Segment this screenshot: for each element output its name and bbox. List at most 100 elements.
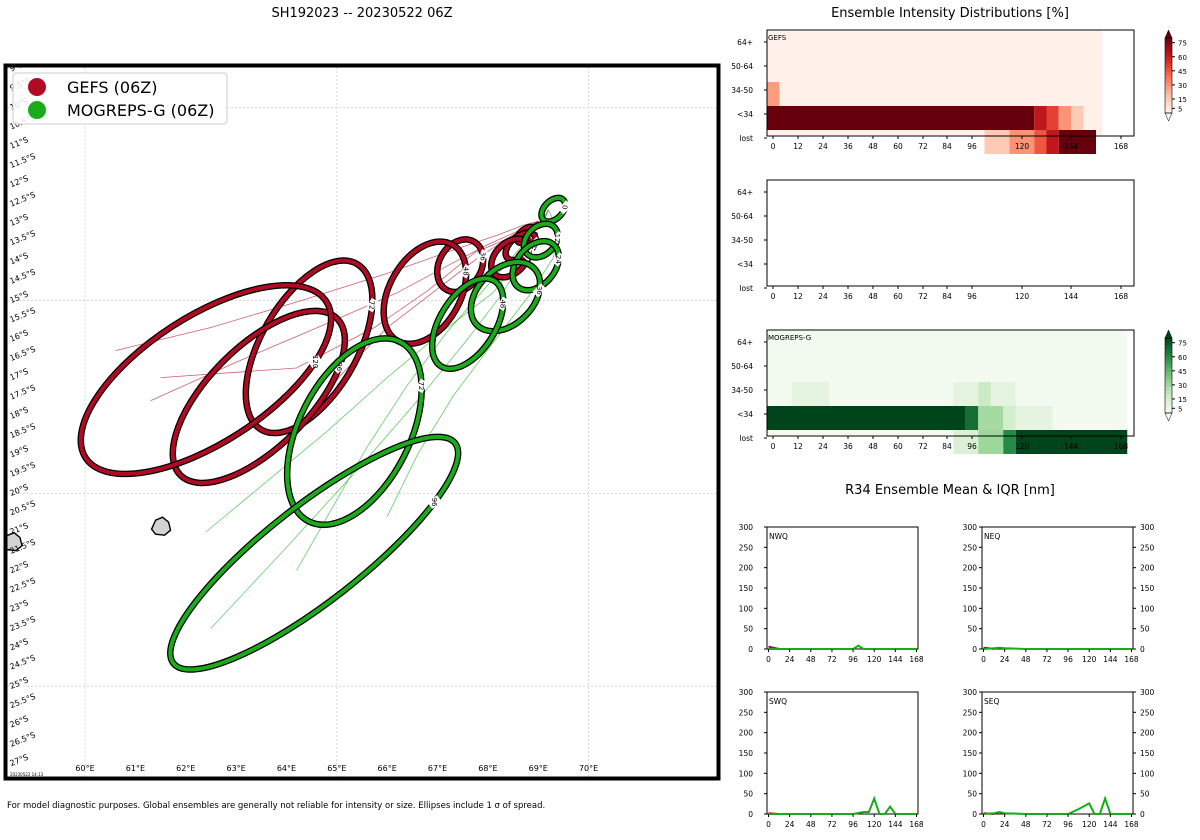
map-frame bbox=[3, 63, 721, 781]
heatmap-ytick-label: lost bbox=[739, 284, 753, 293]
r34-xtick-label: 168 bbox=[1124, 820, 1139, 829]
heatmap-xtick-label: 144 bbox=[1064, 142, 1079, 151]
heatmap-xtick-label: 72 bbox=[918, 292, 928, 301]
colorbar-segment bbox=[1165, 75, 1172, 80]
ellipse-label-bg bbox=[496, 296, 510, 311]
colorbar-segment bbox=[1165, 86, 1172, 91]
ellipse-label-bg bbox=[365, 297, 379, 313]
r34-ytick-label: 100 bbox=[739, 769, 754, 778]
heatmap-xtick-label: 48 bbox=[868, 292, 878, 301]
heatmap-ytick-label: 64+ bbox=[737, 338, 753, 347]
r34-xtick-label: 96 bbox=[1063, 820, 1073, 829]
heatmap-ytick-label: 50-64 bbox=[731, 62, 753, 71]
heatmap-xtick-label: 36 bbox=[843, 142, 853, 151]
r34-title: R34 Ensemble Mean & IQR [nm] bbox=[845, 483, 1055, 498]
ellipse-hour-label: 72 bbox=[417, 381, 425, 390]
r34-xtick-label: 120 bbox=[1082, 655, 1097, 664]
colorbar-tick-label: 30 bbox=[1178, 82, 1187, 90]
r34-xtick-label: 120 bbox=[867, 820, 882, 829]
colorbar-segment bbox=[1165, 38, 1172, 43]
heatmap-ytick-label: 64+ bbox=[737, 38, 753, 47]
r34-xtick-label: 96 bbox=[848, 655, 858, 664]
ellipse-stroke bbox=[285, 336, 424, 527]
colorbar-tick-label: 45 bbox=[1178, 368, 1187, 376]
r34-xtick-label: 144 bbox=[888, 820, 903, 829]
colorbar-segment bbox=[1165, 71, 1172, 76]
colorbar-tick-label: 5 bbox=[1178, 405, 1182, 413]
r34-ytick-label: 200 bbox=[739, 564, 754, 573]
heatmap-xtick-label: 24 bbox=[818, 292, 828, 301]
r34-panel-nwq: NWQ 0 24 48 72 96 120 144 168 0 50 100 150 200 250 300 bbox=[739, 523, 924, 664]
r34-panel-label: NEQ bbox=[984, 532, 1000, 541]
colorbar-segment bbox=[1165, 338, 1172, 343]
r34-frame bbox=[766, 691, 919, 815]
map-lat-label: 9°S bbox=[9, 60, 26, 74]
heatmap-xtick-label: 72 bbox=[918, 442, 928, 451]
colorbar-segment bbox=[1165, 83, 1172, 88]
r34-xtick-label: 48 bbox=[806, 820, 816, 829]
r34-ytick-left-label: 150 bbox=[963, 584, 978, 593]
r34-xtick-label: 144 bbox=[888, 655, 903, 664]
ellipse-stroke bbox=[539, 195, 568, 224]
heatmap-ytick-label: 34-50 bbox=[731, 86, 753, 95]
heatmap-xtick-label: 84 bbox=[942, 292, 952, 301]
heatmap-ytick-label: 34-50 bbox=[731, 386, 753, 395]
heatmap-xtick-label: 60 bbox=[893, 142, 903, 151]
legend-marker-mogreps bbox=[28, 101, 46, 119]
map-lon-label: 64°E bbox=[277, 764, 296, 773]
heatmap-xtick-label: 84 bbox=[942, 442, 952, 451]
r34-xtick-label: 72 bbox=[827, 820, 837, 829]
map-lon-label: 68°E bbox=[478, 764, 497, 773]
heatmap-cell bbox=[1046, 106, 1059, 130]
heatmap-xtick-label: 12 bbox=[793, 142, 803, 151]
r34-ytick-label: 200 bbox=[739, 729, 754, 738]
heatmap-xtick-label: 24 bbox=[818, 142, 828, 151]
legend-box bbox=[12, 72, 228, 125]
colorbar-segment bbox=[1165, 394, 1172, 399]
intensity-panel-gefs: GEFS lost <34 34-50 50-64 64+ 0 12 24 36 48 60 72 84 9… bbox=[731, 29, 1135, 154]
r34-ytick-label: 300 bbox=[739, 523, 754, 532]
heatmap-cell bbox=[1058, 130, 1096, 154]
r34-ytick-label: 250 bbox=[739, 543, 754, 552]
heatmap-frame bbox=[766, 329, 1135, 437]
r34-xtick-label: 0 bbox=[981, 820, 986, 829]
r34-ytick-label: 250 bbox=[1140, 708, 1155, 717]
heatmap-cell bbox=[984, 130, 1010, 154]
colorbar-segment bbox=[1165, 60, 1172, 65]
r34-line-mogreps bbox=[768, 795, 917, 815]
heatmap-cell bbox=[1046, 130, 1059, 154]
colorbar-extend-bottom bbox=[1164, 112, 1173, 122]
colorbar-segment bbox=[1165, 101, 1172, 106]
r34-xtick-label: 48 bbox=[806, 655, 816, 664]
colorbar-segment bbox=[1165, 53, 1172, 58]
r34-ytick-label: 0 bbox=[748, 645, 753, 654]
r34-xtick-label: 168 bbox=[909, 820, 924, 829]
heatmap-cell bbox=[953, 430, 979, 454]
island-b bbox=[7, 531, 23, 552]
r34-xtick-label: 24 bbox=[785, 655, 795, 664]
colorbar-segment bbox=[1165, 368, 1172, 373]
colorbar-segment bbox=[1165, 356, 1172, 361]
ellipse-label-bg bbox=[557, 200, 572, 215]
colorbar-segment bbox=[1165, 109, 1172, 114]
r34-ytick-label: 150 bbox=[739, 749, 754, 758]
track-gefs bbox=[301, 220, 539, 425]
colorbar-segment bbox=[1165, 383, 1172, 388]
r34-ytick-label: 200 bbox=[1140, 729, 1155, 738]
r34-xtick-label: 96 bbox=[848, 820, 858, 829]
colorbar-tick-label: 15 bbox=[1178, 396, 1187, 404]
colorbar-tick-label: 15 bbox=[1178, 96, 1187, 104]
r34-ytick-label: 300 bbox=[739, 688, 754, 697]
r34-xtick-label: 0 bbox=[766, 655, 771, 664]
r34-ytick-left-label: 50 bbox=[967, 790, 977, 799]
heatmap-panel-label: MOGREPS-G bbox=[768, 334, 811, 342]
heatmap-xtick-label: 12 bbox=[793, 442, 803, 451]
heatmap-ytick-label: <34 bbox=[737, 110, 753, 119]
heatmap-panel-label: GEFS bbox=[768, 34, 787, 42]
r34-ytick-label: 0 bbox=[1140, 810, 1145, 819]
map-stamp: 20230522 14:13 bbox=[10, 772, 44, 777]
